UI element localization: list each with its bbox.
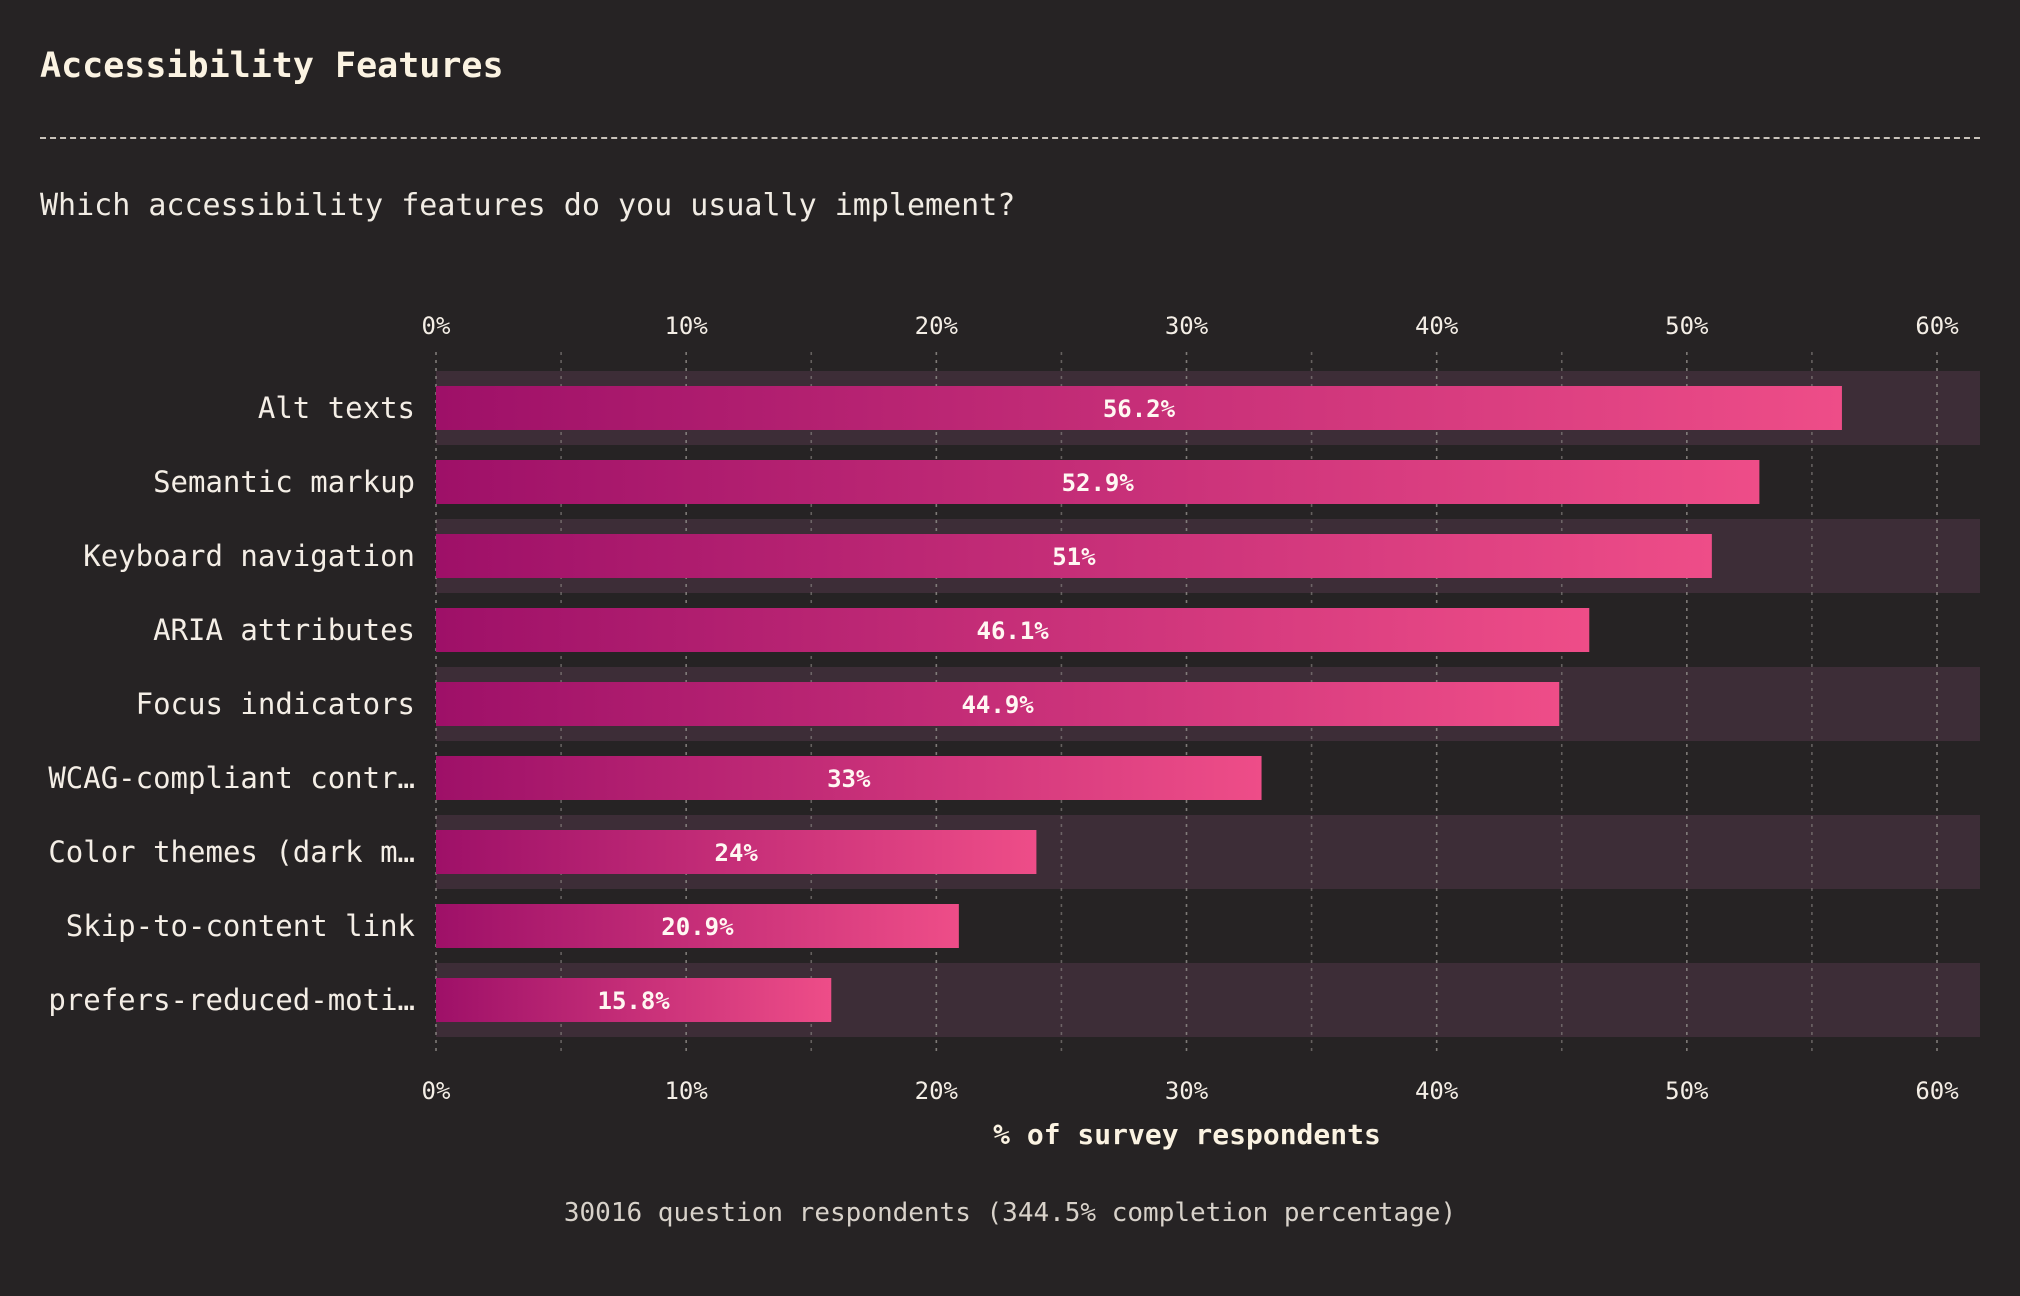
bar xyxy=(436,608,1590,652)
x-tick-label-top: 0% xyxy=(422,312,451,340)
x-tick-label-top: 30% xyxy=(1165,312,1209,340)
x-tick-label-top: 40% xyxy=(1415,312,1459,340)
bar-value-label: 52.9% xyxy=(1062,469,1135,497)
bottom-axis: 0% 10% 20% 30% 40% 50% 60% xyxy=(422,1077,1960,1105)
bars: 56.2% 52.9% 51% 46.1% 44.9% 33% 24% 20.9% 15.8% xyxy=(436,386,1842,1022)
x-tick-label-bottom: 30% xyxy=(1165,1077,1209,1105)
category-label: Semantic markup xyxy=(153,465,415,499)
x-tick-label-bottom: 60% xyxy=(1915,1077,1959,1105)
bar-value-label: 15.8% xyxy=(598,987,671,1015)
bar-value-label: 56.2% xyxy=(1103,395,1176,423)
bar xyxy=(436,386,1842,430)
bar xyxy=(436,904,959,948)
bar xyxy=(436,460,1760,504)
bar-value-label: 24% xyxy=(715,839,759,867)
title-divider xyxy=(40,137,1980,139)
x-tick-label-bottom: 20% xyxy=(915,1077,959,1105)
category-label: ARIA attributes xyxy=(153,613,415,647)
respondents-note: 30016 question respondents (344.5% compl… xyxy=(563,1198,1457,1228)
top-axis: 0% 10% 20% 30% 40% 50% 60% xyxy=(422,312,1960,340)
chart-title: Accessibility Features xyxy=(40,46,504,86)
category-label: Color themes (dark m… xyxy=(48,835,415,869)
x-tick-label-top: 50% xyxy=(1665,312,1709,340)
x-tick-label-top: 20% xyxy=(915,312,959,340)
bar xyxy=(436,682,1560,726)
x-tick-label-bottom: 0% xyxy=(422,1077,451,1105)
survey-question: Which accessibility features do you usua… xyxy=(40,188,1016,223)
bar xyxy=(436,830,1037,874)
x-tick-label-bottom: 10% xyxy=(664,1077,708,1105)
x-tick-label-bottom: 50% xyxy=(1665,1077,1709,1105)
bar-value-label: 33% xyxy=(827,765,871,793)
x-axis-title: % of survey respondents xyxy=(993,1118,1381,1151)
category-label: Focus indicators xyxy=(136,687,415,721)
category-label: Skip-to-content link xyxy=(66,909,416,943)
category-label: Keyboard navigation xyxy=(83,539,415,573)
category-label: prefers-reduced-moti… xyxy=(48,983,415,1017)
bar-value-label: 51% xyxy=(1052,543,1096,571)
bar-value-label: 44.9% xyxy=(961,691,1034,719)
x-tick-label-bottom: 40% xyxy=(1415,1077,1459,1105)
x-tick-label-top: 60% xyxy=(1915,312,1959,340)
bar-value-label: 46.1% xyxy=(977,617,1050,645)
bar xyxy=(436,756,1262,800)
category-labels: Alt texts Semantic markup Keyboard navigat… xyxy=(48,391,415,1017)
x-tick-label-top: 10% xyxy=(664,312,708,340)
bar-chart: 56.2%52.9%51%46.1%44.9%33%24%20.9%15.8% … xyxy=(48,312,1980,1151)
bar xyxy=(436,534,1712,578)
category-label: Alt texts xyxy=(258,391,415,425)
category-label: WCAG-compliant contr… xyxy=(48,761,415,795)
bar xyxy=(436,978,832,1022)
bar-value-label: 20.9% xyxy=(661,913,734,941)
